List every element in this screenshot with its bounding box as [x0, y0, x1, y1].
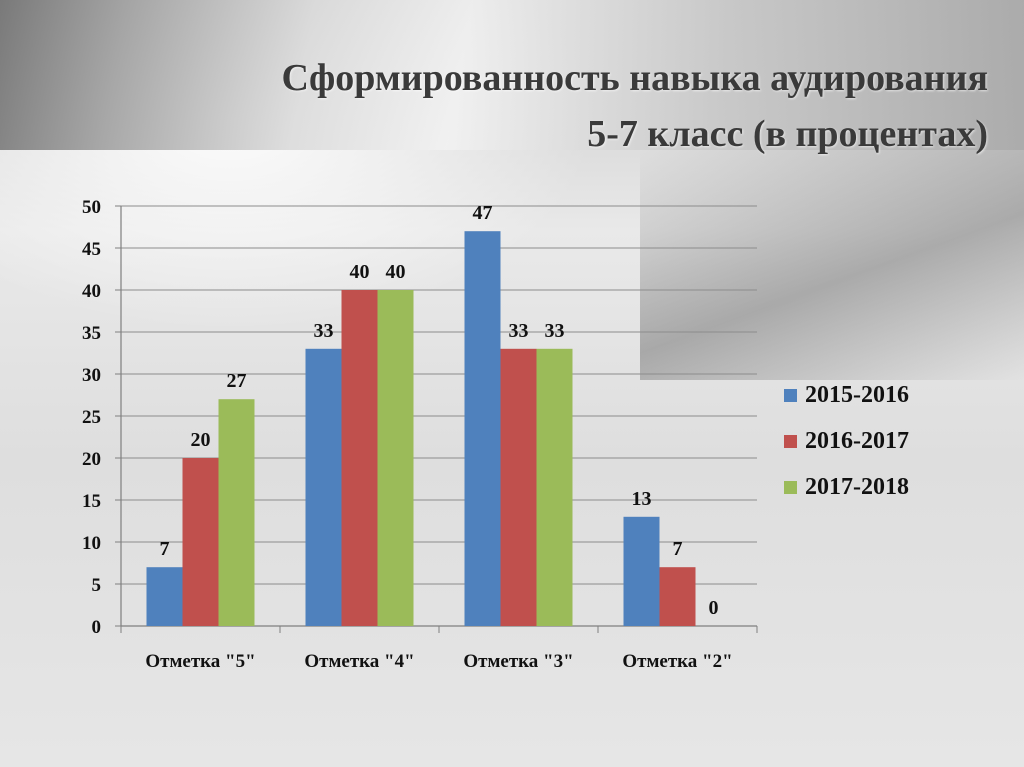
- bar-2016-2017-1: [182, 458, 219, 626]
- slide-title-line-1: Сформированность навыка аудирования: [281, 57, 988, 99]
- bar-2017-2018-1: [218, 399, 255, 626]
- bar-2015-2016-2: [305, 348, 342, 626]
- slide-background-swoosh-right: [640, 150, 1024, 380]
- bar-2016-2017-4: [659, 567, 696, 626]
- y-tick-label-15: 15: [82, 491, 101, 512]
- y-tick-label-10: 10: [82, 533, 101, 554]
- slide-background-swoosh-top: [0, 0, 1024, 150]
- slide-title-line-2: 5-7 класс (в процентах): [587, 113, 988, 155]
- y-tick-label-30: 30: [82, 365, 101, 386]
- y-tick-label-35: 35: [82, 323, 101, 344]
- y-tick-label-5: 5: [92, 575, 102, 596]
- bar-2017-2018-3: [536, 348, 573, 626]
- data-label-2015-2016-4: 13: [632, 488, 652, 510]
- bar-2015-2016-3: [464, 231, 501, 626]
- legend-label-2017-2018: 2017-2018: [805, 473, 909, 500]
- y-tick-label-45: 45: [82, 239, 101, 260]
- legend-label-2015-2016: 2015-2016: [805, 381, 909, 408]
- legend-label-2016-2017: 2016-2017: [805, 427, 909, 454]
- legend-swatch-2016-2017: [784, 434, 797, 448]
- y-tick-label-0: 0: [92, 617, 102, 638]
- x-category-label-3: Отметка "3": [463, 651, 573, 672]
- y-tick-label-25: 25: [82, 407, 101, 428]
- legend-swatch-2017-2018: [784, 480, 797, 494]
- data-label-2016-2017-4: 7: [673, 538, 683, 560]
- data-label-2016-2017-1: 20: [191, 429, 211, 451]
- chart-legend: 2015-2016 2016-2017 2017-2018: [784, 372, 1004, 510]
- y-tick-label-20: 20: [82, 449, 101, 470]
- data-label-2017-2018-4: 0: [709, 597, 719, 619]
- bar-2016-2017-2: [341, 290, 378, 626]
- data-label-2016-2017-2: 40: [350, 261, 370, 283]
- y-tick-label-40: 40: [82, 281, 101, 302]
- x-category-label-2: Отметка "4": [304, 651, 414, 672]
- data-label-2016-2017-3: 33: [509, 320, 529, 342]
- slide-title: Сформированность навыка аудирования 5-7 …: [40, 50, 988, 162]
- legend-item-2017-2018: 2017-2018: [784, 464, 1004, 510]
- data-label-2015-2016-2: 33: [314, 320, 334, 342]
- bar-2017-2018-2: [377, 290, 414, 626]
- data-label-2015-2016-1: 7: [160, 538, 170, 560]
- y-tick-label-50: 50: [82, 197, 101, 218]
- legend-swatch-2015-2016: [784, 388, 797, 402]
- bar-2015-2016-1: [146, 567, 183, 626]
- bar-2016-2017-3: [500, 348, 537, 626]
- data-label-2017-2018-2: 40: [386, 261, 406, 283]
- data-label-2017-2018-3: 33: [545, 320, 565, 342]
- data-label-2017-2018-1: 27: [227, 370, 247, 392]
- legend-item-2015-2016: 2015-2016: [784, 372, 1004, 418]
- legend-item-2016-2017: 2016-2017: [784, 418, 1004, 464]
- data-label-2015-2016-3: 47: [473, 202, 493, 224]
- x-category-label-4: Отметка "2": [622, 651, 732, 672]
- x-category-label-1: Отметка "5": [145, 651, 255, 672]
- bar-2015-2016-4: [623, 516, 660, 626]
